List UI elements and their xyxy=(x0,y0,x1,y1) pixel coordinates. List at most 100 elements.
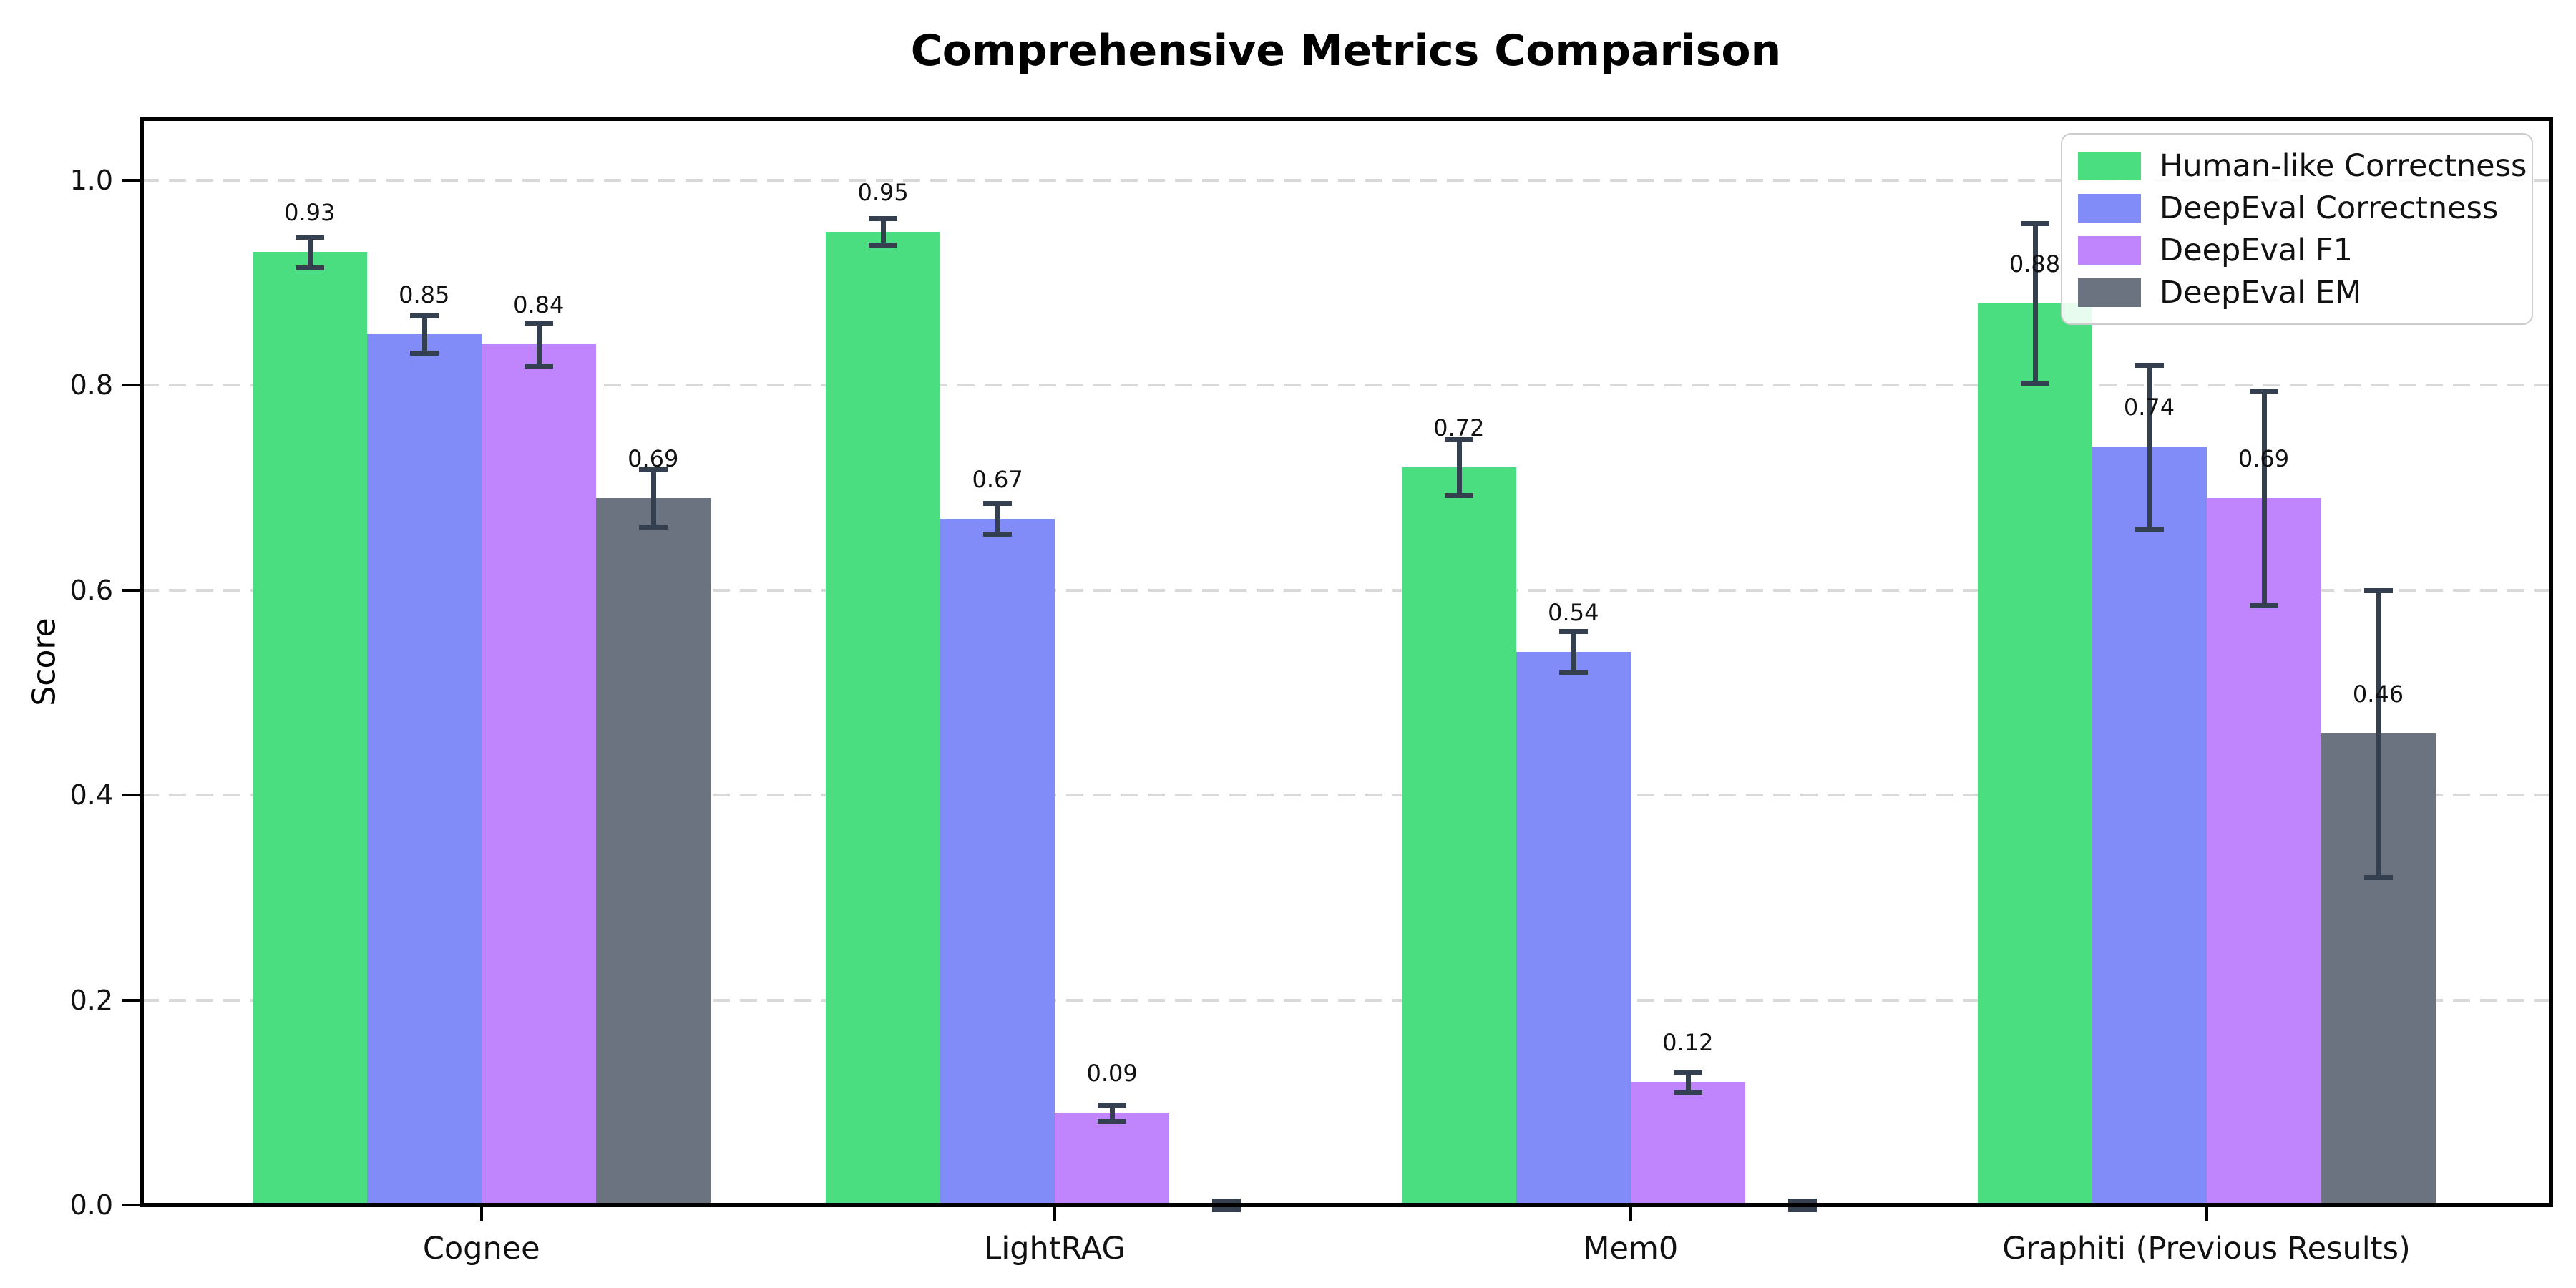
y-tick-mark xyxy=(122,384,140,387)
bar-human-like-correctness xyxy=(826,231,941,1205)
error-bar-cap-bottom xyxy=(1787,1206,1817,1212)
y-tick-mark xyxy=(122,794,140,797)
error-bar-cap-bottom xyxy=(638,524,668,530)
bar-value-label: 0.54 xyxy=(1548,598,1599,626)
legend-swatch-gray xyxy=(2078,278,2141,307)
legend-label: DeepEval Correctness xyxy=(2160,190,2499,226)
gridline-0.4 xyxy=(142,794,2551,797)
legend: Human-like Correctness DeepEval Correctn… xyxy=(2061,133,2533,325)
error-bar-cap-top xyxy=(638,467,668,472)
legend-item-deepeval-em: DeepEval EM xyxy=(2078,271,2516,313)
bar-deepeval-f1 xyxy=(1055,1113,1170,1205)
x-tick-label-3: Mem0 xyxy=(1583,1231,1679,1267)
error-bar-line xyxy=(1685,1071,1691,1093)
bar-value-label: 0.69 xyxy=(2238,445,2290,473)
x-tick-mark xyxy=(2205,1207,2208,1221)
bar-value-label: 0.46 xyxy=(2352,680,2404,708)
error-bar-line xyxy=(307,236,313,268)
y-tick-label: 1.0 xyxy=(69,164,113,196)
error-bar-cap-top xyxy=(524,320,553,326)
bar-value-label: 0.88 xyxy=(2009,250,2061,278)
y-tick-label: 0.4 xyxy=(69,779,113,811)
error-bar-cap-bottom xyxy=(524,364,553,369)
bar-value-label: 0.93 xyxy=(284,199,336,227)
x-tick-mark xyxy=(1629,1207,1632,1221)
legend-item-deepeval-correctness: DeepEval Correctness xyxy=(2078,187,2516,229)
error-bar-cap-top xyxy=(1444,437,1473,443)
error-bar-line xyxy=(1456,439,1462,495)
legend-label: DeepEval EM xyxy=(2160,274,2362,311)
error-bar-line xyxy=(2376,590,2381,877)
bar-deepeval-f1 xyxy=(1630,1082,1745,1205)
error-bar-line xyxy=(1571,631,1576,673)
error-bar-line xyxy=(2261,390,2267,606)
bar-value-label: 0.72 xyxy=(1433,414,1485,442)
error-bar-cap-bottom xyxy=(2249,603,2278,609)
bar-human-like-correctness xyxy=(252,252,367,1205)
error-bar-cap-bottom xyxy=(1098,1118,1127,1124)
gridline-0.8 xyxy=(142,384,2551,387)
error-bar-cap-top xyxy=(983,501,1013,507)
legend-swatch-purple xyxy=(2078,235,2141,265)
y-tick-mark xyxy=(122,998,140,1002)
gridline-1.0 xyxy=(142,178,2551,182)
error-bar-cap-top xyxy=(1212,1199,1241,1204)
y-tick-label: 0.6 xyxy=(69,574,113,606)
legend-item-deepeval-f1: DeepEval F1 xyxy=(2078,229,2516,271)
error-bar-cap-bottom xyxy=(295,265,324,270)
error-bar-cap-top xyxy=(869,215,898,221)
error-bar-cap-bottom xyxy=(1444,492,1473,498)
y-tick-mark xyxy=(122,178,140,182)
error-bar-cap-top xyxy=(295,234,324,240)
error-bar-cap-top xyxy=(1098,1102,1127,1108)
y-tick-mark xyxy=(122,1204,140,1206)
x-tick-label-2: LightRAG xyxy=(984,1231,1126,1267)
gridline-0.2 xyxy=(142,998,2551,1002)
bar-value-label: 0.84 xyxy=(513,291,565,319)
error-bar-cap-bottom xyxy=(983,531,1013,537)
error-bar-cap-top xyxy=(409,313,439,318)
bar-deepeval-f1 xyxy=(481,344,596,1205)
error-bar-line xyxy=(2147,364,2152,529)
error-bar-cap-bottom xyxy=(1212,1206,1241,1212)
error-bar-cap-top xyxy=(2135,362,2164,368)
y-tick-label: 0.0 xyxy=(69,1189,113,1221)
bar-deepeval-correctness xyxy=(366,333,482,1205)
bar-value-label: 0.12 xyxy=(1662,1029,1714,1057)
bar-value-label: 0.09 xyxy=(1086,1060,1138,1088)
bar-value-label: 0.74 xyxy=(2123,394,2175,421)
error-bar-cap-bottom xyxy=(2135,526,2164,532)
bar-deepeval-correctness xyxy=(2092,447,2207,1205)
error-bar-cap-bottom xyxy=(869,243,898,248)
legend-item-human-like-correctness: Human-like Correctness xyxy=(2078,145,2527,187)
gridline-0.6 xyxy=(142,588,2551,592)
error-bar-cap-bottom xyxy=(2020,381,2049,386)
bar-value-label: 0.67 xyxy=(972,465,1023,493)
error-bar-cap-bottom xyxy=(2363,874,2393,880)
x-tick-mark xyxy=(479,1207,483,1221)
x-tick-label-4: Graphiti (Previous Results) xyxy=(2002,1231,2411,1267)
bar-value-label: 0.69 xyxy=(628,445,679,473)
bar-deepeval-em xyxy=(595,497,711,1205)
error-bar-line xyxy=(2032,223,2038,384)
bar-value-label: 0.95 xyxy=(857,178,909,206)
y-tick-label: 0.8 xyxy=(69,369,113,401)
error-bar-line xyxy=(421,315,427,353)
x-tick-label-1: Cognee xyxy=(422,1231,540,1267)
bar-deepeval-correctness xyxy=(1516,651,1631,1205)
error-bar-line xyxy=(1110,1104,1116,1121)
error-bar-cap-bottom xyxy=(1558,670,1588,675)
error-bar-cap-top xyxy=(1673,1069,1702,1075)
bar-human-like-correctness xyxy=(1977,303,2092,1205)
bar-value-label: 0.85 xyxy=(399,280,450,308)
error-bar-line xyxy=(995,503,1001,534)
legend-label: Human-like Correctness xyxy=(2160,147,2527,184)
bar-human-like-correctness xyxy=(1401,467,1516,1205)
bar-deepeval-f1 xyxy=(2206,497,2321,1205)
error-bar-cap-top xyxy=(2363,587,2393,593)
chart-title: Comprehensive Metrics Comparison xyxy=(910,26,1782,76)
plot-area: 0.0 0.2 0.4 0.6 0.8 1.0 Cognee LightRAG Mem0 Grap… xyxy=(70,117,2553,1267)
y-axis-label: Score xyxy=(26,618,63,706)
error-bar-cap-top xyxy=(2020,221,2049,227)
error-bar-cap-bottom xyxy=(409,350,439,356)
